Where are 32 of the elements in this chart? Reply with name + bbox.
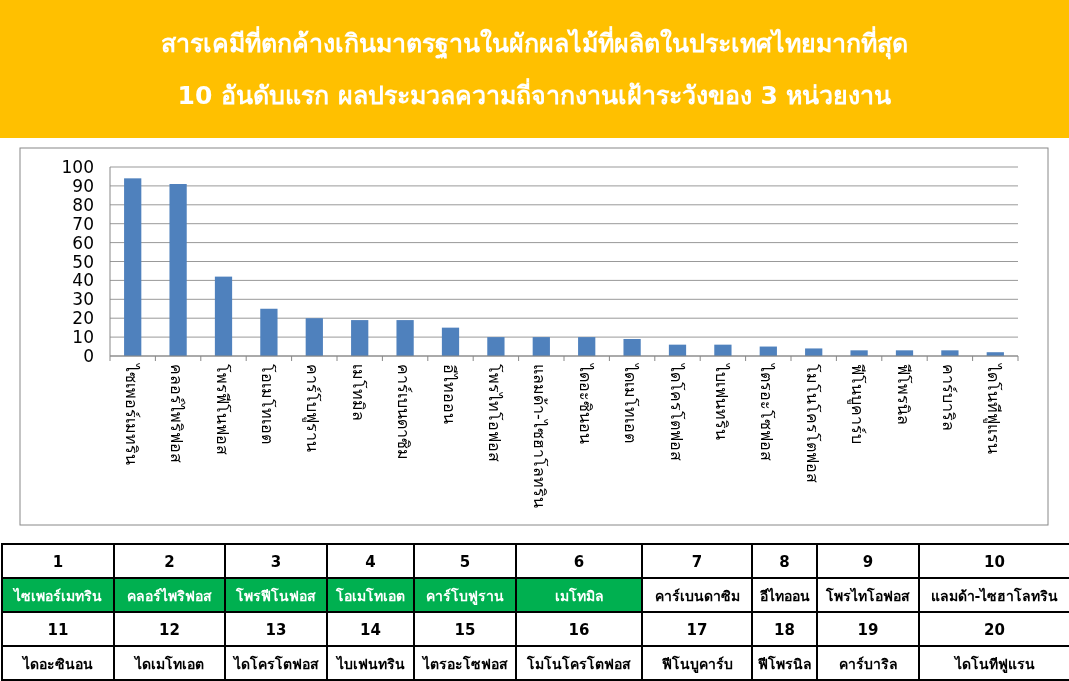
x-tick-label: ไดอะซินอน <box>575 362 595 444</box>
x-tick-label: โอเมโทเอต <box>257 364 277 444</box>
x-tick-label: ไซเพอร์เมทริน <box>121 362 141 465</box>
table: 1 2 3 4 5 6 7 8 9 10 ไซเพอร์เมทริน คลอร์ไพริฟอส โพรฟีโนฟอส โอเมโทเอต คาร์โบฟูราน เมโทมิล คาร์เบนดาซิม อีไทออน โพรไทโอฟอส แลมด้า-ไซฮาโลทริน 11 12 13 14 15 16 17 18 19 20 ไดอะซินอน ไดเมโทเอต ไดโครโตฟอส ไบเฟนทริน ไตรอะโซฟอส โมโนโครโตฟอส ฟีโนบูคาร์บ ฟีโพรนิล คาร์บาริล ไดโนทีฟูแรน <box>1 543 1069 681</box>
y-tick-label: 70 <box>72 213 94 234</box>
x-tick-label: โพรฟีโนฟอส <box>212 364 232 455</box>
x-tick-label: โมโนโครโตฟอส <box>802 364 822 483</box>
y-tick-label: 90 <box>72 175 94 196</box>
x-tick-label: คาร์เบนดาซิม <box>394 364 414 460</box>
y-tick-label: 60 <box>72 232 94 253</box>
y-tick-label: 40 <box>72 270 94 291</box>
x-tick-label: ฟีโนบูคาร์บ <box>847 364 868 444</box>
x-tick-label: แลมด้า-ไซฮาโลทริน <box>530 364 550 508</box>
x-tick-label: คาร์บาริล <box>938 364 958 431</box>
x-tick-label: โพรไทโอฟอส <box>484 364 504 462</box>
x-tick-label: ไบเฟนทริน <box>711 362 731 440</box>
x-tick-label: ไตรอะโซฟอส <box>757 362 777 461</box>
x-tick-label: คาร์โบฟูราน <box>302 364 323 452</box>
x-tick-label: ไดโนทีฟูแรน <box>983 362 1004 454</box>
x-tick-label: ไดโครโตฟอส <box>666 362 686 461</box>
y-tick-label: 0 <box>83 346 94 366</box>
y-tick-label: 20 <box>72 308 94 329</box>
y-tick-label: 50 <box>72 251 94 272</box>
y-tick-label: 100 <box>61 157 94 177</box>
x-tick-label: เมโทมิล <box>348 364 368 421</box>
y-tick-label: 30 <box>72 289 94 310</box>
y-tick-label: 10 <box>72 327 94 348</box>
x-tick-label: คลอร์ไพริฟอส <box>167 364 187 463</box>
x-tick-label: อีไทออน <box>439 364 459 424</box>
x-tick-label: ไดเมโทเอต <box>621 362 641 443</box>
x-tick-label: ฟีโพรนิล <box>893 364 913 425</box>
y-tick-label: 80 <box>72 194 94 215</box>
